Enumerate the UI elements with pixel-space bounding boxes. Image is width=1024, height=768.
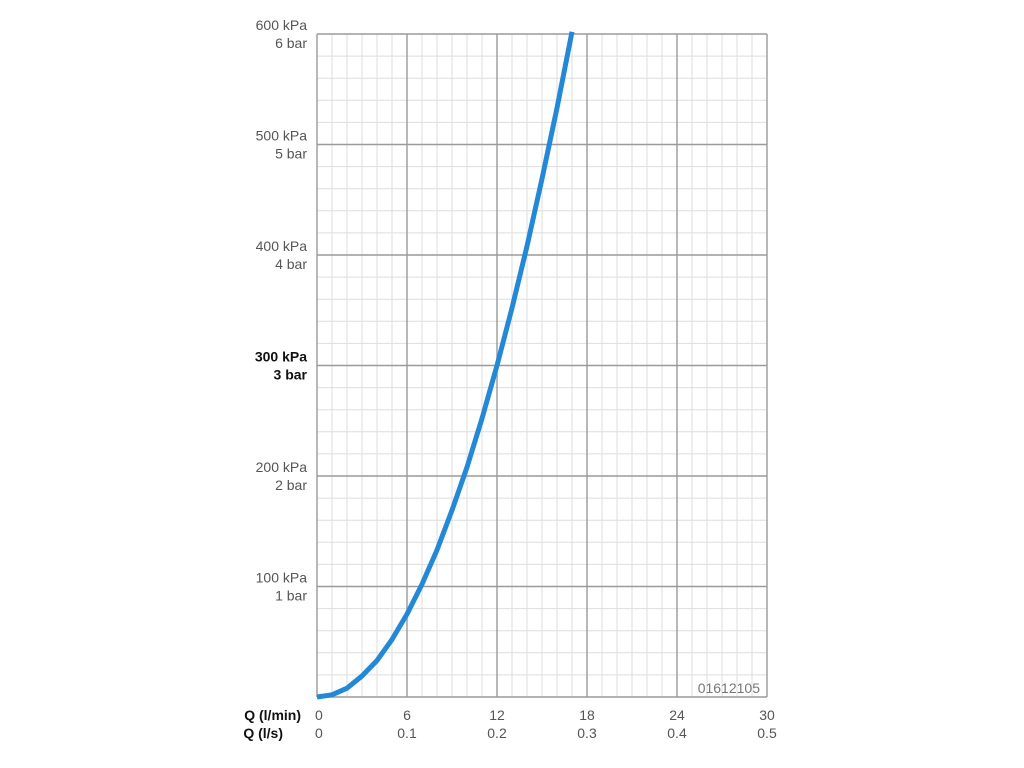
x-tick-label-secondary: 0.2 (487, 725, 507, 741)
y-axis-labels: 600 kPa 6 bar 500 kPa 5 bar 400 kPa 4 bar 300 … (255, 17, 308, 604)
x-axis-title-secondary: Q (l/s) (243, 725, 283, 741)
y-tick-label-bar: 4 bar (275, 256, 307, 272)
series-layer (316, 31, 575, 700)
x-tick-label-secondary: 0.5 (757, 725, 777, 741)
series-line-0 (316, 31, 575, 700)
y-tick-label-kpa: 300 kPa (255, 349, 307, 365)
x-tick-label-secondary: 0.4 (667, 725, 687, 741)
chart-code-annotation: 01612105 (698, 680, 761, 696)
x-tick-label-secondary: 0.3 (577, 725, 597, 741)
grid-major (316, 33, 768, 698)
y-tick-label-kpa: 500 kPa (256, 128, 308, 144)
y-tick-label-bar: 1 bar (275, 588, 307, 604)
x-axis-labels: Q (l/min) Q (l/s) 0 6 12 18 24 30 0 0.1 0.2 0.3 0.… (243, 707, 777, 741)
x-tick-label-primary: 0 (315, 707, 323, 723)
x-tick-label-secondary: 0 (315, 725, 323, 741)
y-tick-label-kpa: 100 kPa (256, 570, 308, 586)
y-tick-label-bar: 6 bar (275, 35, 307, 51)
x-tick-label-primary: 12 (489, 707, 505, 723)
x-tick-label-primary: 30 (759, 707, 775, 723)
y-tick-label-bar: 2 bar (275, 477, 307, 493)
x-axis-title-primary: Q (l/min) (244, 707, 301, 723)
y-tick-label-bar: 5 bar (275, 146, 307, 162)
x-tick-label-primary: 18 (579, 707, 595, 723)
x-tick-label-secondary: 0.1 (397, 725, 417, 741)
x-tick-label-primary: 24 (669, 707, 685, 723)
x-tick-label-primary: 6 (403, 707, 411, 723)
y-tick-label-kpa: 200 kPa (256, 459, 308, 475)
y-tick-label-kpa: 600 kPa (256, 17, 308, 33)
y-tick-label-kpa: 400 kPa (256, 238, 308, 254)
y-tick-label-bar: 3 bar (274, 367, 308, 383)
